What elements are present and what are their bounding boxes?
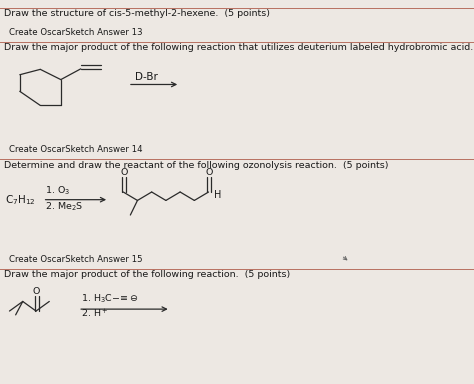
Text: 1. H$_3$C$-$$\!\equiv\!\ominus$: 1. H$_3$C$-$$\!\equiv\!\ominus$	[81, 293, 138, 305]
Text: Draw the major product of the following reaction that utilizes deuterium labeled: Draw the major product of the following …	[4, 43, 474, 53]
Text: Create OscarSketch Answer 13: Create OscarSketch Answer 13	[9, 28, 143, 37]
Text: C$_7$H$_{12}$: C$_7$H$_{12}$	[5, 193, 36, 207]
Text: H: H	[214, 190, 222, 200]
Text: Draw the major product of the following reaction.  (5 points): Draw the major product of the following …	[4, 270, 290, 279]
Text: D-Br: D-Br	[135, 72, 158, 82]
Text: 1. O$_3$: 1. O$_3$	[45, 185, 70, 197]
Text: O: O	[120, 168, 128, 177]
Text: 2. H$^+$: 2. H$^+$	[81, 308, 108, 320]
Text: Determine and draw the reactant of the following ozonolysis reaction.  (5 points: Determine and draw the reactant of the f…	[4, 161, 388, 170]
Text: O: O	[33, 286, 40, 296]
Text: Create OscarSketch Answer 14: Create OscarSketch Answer 14	[9, 145, 143, 154]
Text: 2. Me$_2$S: 2. Me$_2$S	[45, 200, 83, 213]
Text: Draw the structure of cis-5-methyl-2-hexene.  (5 points): Draw the structure of cis-5-methyl-2-hex…	[4, 9, 270, 18]
Text: O: O	[206, 168, 213, 177]
Text: Create OscarSketch Answer 15: Create OscarSketch Answer 15	[9, 255, 143, 264]
